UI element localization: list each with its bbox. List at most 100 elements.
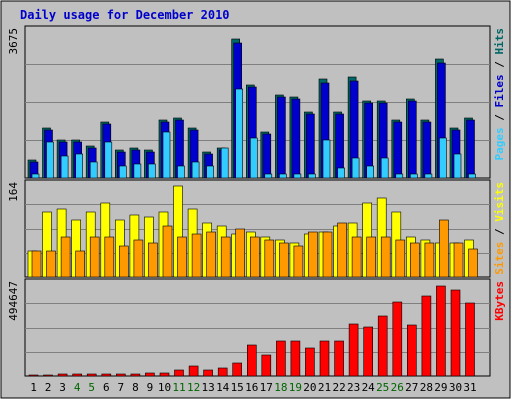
pages-files-hits-legend: Pages / Files / Hits <box>493 28 506 161</box>
sites-visits-bar-sites <box>468 248 478 278</box>
kbytes-bar-kbytes <box>57 373 68 377</box>
sites-visits-bar-sites <box>293 245 304 278</box>
sites-visits-bar-sites <box>409 242 420 278</box>
pages-files-hits-bar-files <box>306 113 315 179</box>
day-label: 17 <box>260 381 273 394</box>
pages-files-hits-bar-pages <box>468 173 476 179</box>
sites-visits-bar-sites <box>148 242 158 278</box>
kbytes-bar-kbytes <box>334 340 344 377</box>
sites-visits-bar-sites <box>191 233 202 278</box>
pages-files-hits-bar-files <box>291 98 301 179</box>
pages-files-hits-legend-separator: / <box>493 108 506 128</box>
pages-files-hits-legend-item: Pages <box>493 127 506 160</box>
sites-visits-bar-sites <box>220 236 231 278</box>
kbytes-bar-kbytes <box>421 295 432 377</box>
sites-visits-bar-sites <box>46 250 56 278</box>
pages-files-hits-bar-pages <box>31 173 40 179</box>
day-label: 22 <box>332 381 345 394</box>
pages-files-hits-bar-pages <box>148 163 156 179</box>
kbytes-bar-kbytes <box>86 373 97 377</box>
kbytes-bar-kbytes <box>101 373 112 377</box>
day-label: 29 <box>434 381 447 394</box>
pages-files-hits-bar-pages <box>395 173 404 179</box>
day-label: 30 <box>449 381 462 394</box>
pages-files-hits-bar-files <box>466 119 475 179</box>
day-label: 6 <box>103 381 110 394</box>
day-label: 18 <box>274 381 287 394</box>
pages-files-hits-bar-pages <box>235 88 243 179</box>
day-label: 21 <box>318 381 331 394</box>
pages-files-hits-bar-files <box>407 100 417 179</box>
pages-files-hits-bar-pages <box>366 165 375 179</box>
kbytes-bar-kbytes <box>436 285 446 377</box>
sites-visits-bar-sites <box>337 222 347 278</box>
day-label: 25 <box>376 381 389 394</box>
sites-visits-bar-sites <box>366 236 377 278</box>
kbytes-bar-kbytes <box>319 340 330 377</box>
kbytes-y-max-label: 494647 <box>7 281 20 321</box>
sites-visits-bar-sites <box>162 225 173 278</box>
day-label: 9 <box>147 381 154 394</box>
day-label: 16 <box>245 381 258 394</box>
kbytes-bar-kbytes <box>363 326 374 377</box>
chart-title: Daily usage for December 2010 <box>20 8 230 22</box>
kbytes-bar-kbytes <box>348 323 359 377</box>
day-label: 14 <box>216 381 230 394</box>
kbytes-bar-kbytes <box>188 365 199 377</box>
kbytes-bar-kbytes <box>217 367 228 377</box>
kbytes-bar-kbytes <box>72 373 82 377</box>
day-label: 7 <box>117 381 124 394</box>
sites-visits-bar-sites <box>453 242 464 278</box>
sites-visits-bar-sites <box>424 242 435 278</box>
pages-files-hits-bar-pages <box>104 141 113 179</box>
pages-files-hits-bar-pages <box>380 157 389 179</box>
day-label: 1 <box>30 381 37 394</box>
sites-visits-bar-sites <box>380 236 391 278</box>
kbytes-bar-kbytes <box>406 324 417 377</box>
sites-visits-bar-sites <box>206 231 216 278</box>
day-label: 15 <box>231 381 244 394</box>
pages-files-hits-bar-files <box>393 121 403 179</box>
sites-visits-bar-sites <box>264 239 275 278</box>
sites-visits-bar-sites <box>439 219 449 278</box>
day-label: 27 <box>405 381 418 394</box>
pages-files-hits-bar-files <box>277 96 286 179</box>
sites-visits-bar-sites <box>235 228 245 278</box>
pages-files-hits-bar-pages <box>162 131 171 179</box>
day-label: 23 <box>347 381 360 394</box>
day-label: 24 <box>362 381 376 394</box>
pages-files-hits-bar-files <box>262 133 272 179</box>
pages-files-hits-legend-item: Files <box>493 74 506 107</box>
pages-files-hits-bar-pages <box>133 163 142 179</box>
pages-files-hits-legend-separator: / <box>493 55 506 75</box>
pages-files-hits-bar-pages <box>279 173 287 179</box>
day-label: 12 <box>187 381 200 394</box>
kbytes-bar-kbytes <box>203 369 213 377</box>
pages-files-hits-legend-item: Hits <box>493 28 506 55</box>
pages-files-hits-bar-pages <box>206 165 214 179</box>
sites-visits-bar-sites <box>60 236 71 278</box>
day-label: 20 <box>303 381 316 394</box>
pages-files-hits-y-max-label: 3675 <box>7 28 20 55</box>
kbytes-bar-kbytes <box>116 373 126 377</box>
sites-visits-legend-separator: / <box>493 222 506 242</box>
pages-files-hits-bar-pages <box>351 157 360 179</box>
sites-visits-y-max-label: 164 <box>7 182 20 202</box>
pages-files-hits-bar-files <box>422 121 432 179</box>
sites-visits-legend: Sites / Visits <box>493 182 506 275</box>
pages-files-hits-bar-pages <box>191 161 200 179</box>
sites-visits-bar-sites <box>31 250 42 278</box>
kbytes-bar-kbytes <box>450 289 461 377</box>
pages-files-hits-bar-pages <box>75 153 83 179</box>
kbytes-bar-kbytes <box>290 340 301 377</box>
kbytes-bar-kbytes <box>159 372 170 377</box>
kbytes-bar-kbytes <box>305 347 315 377</box>
day-label: 4 <box>74 381 81 394</box>
pages-files-hits-bar-pages <box>322 139 331 179</box>
kbytes-bar-kbytes <box>130 373 141 377</box>
day-label: 13 <box>201 381 214 394</box>
kbytes-panel: 494647 KBytes <box>7 278 506 377</box>
pages-files-hits-bar-pages <box>337 167 345 179</box>
day-label: 11 <box>172 381 185 394</box>
